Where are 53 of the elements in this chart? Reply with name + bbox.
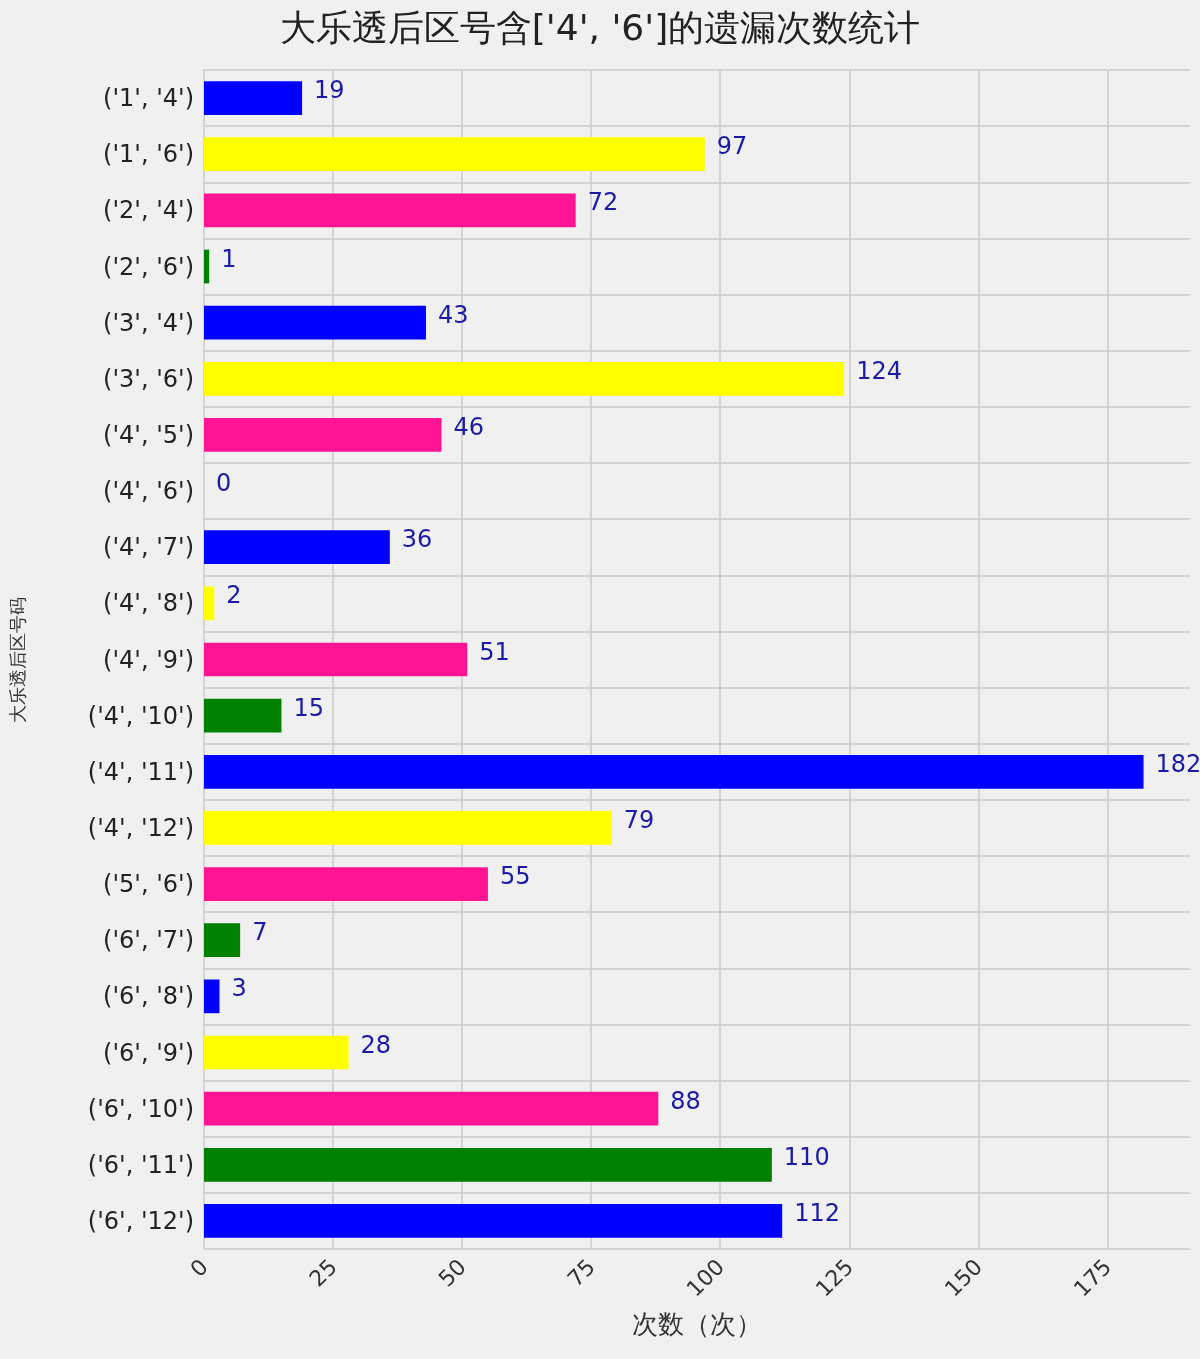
data-label: 15 <box>293 693 324 722</box>
data-label: 43 <box>437 300 469 329</box>
data-label: 112 <box>794 1198 840 1227</box>
data-label: 7 <box>252 918 268 947</box>
data-label: 97 <box>716 132 748 161</box>
x-tick-label: 125 <box>810 1254 859 1302</box>
y-tick-label: ('4', '8') <box>103 589 194 618</box>
x-tick-label: 50 <box>433 1254 471 1292</box>
y-tick-label: ('1', '6') <box>103 140 194 169</box>
y-tick-label: ('2', '4') <box>103 196 194 225</box>
y-tick-label: ('4', '5') <box>103 420 194 449</box>
data-label: 182 <box>1155 749 1200 778</box>
data-label: 51 <box>479 637 510 666</box>
y-tick-label: ('4', '12') <box>87 813 194 842</box>
y-tick-label: ('6', '9') <box>103 1038 194 1067</box>
x-tick-label: 75 <box>562 1254 601 1292</box>
data-label: 124 <box>856 356 902 385</box>
data-label: 28 <box>360 1030 392 1059</box>
chart-title: 大乐透后区号含['4', '6']的遗漏次数统计 <box>279 6 921 48</box>
y-tick-label: ('4', '10') <box>87 701 194 730</box>
data-label: 110 <box>783 1142 830 1171</box>
y-tick-label: ('2', '6') <box>103 252 194 281</box>
y-tick-label: ('5', '6') <box>103 870 194 899</box>
data-label: 19 <box>314 76 345 105</box>
data-label: 88 <box>670 1086 701 1115</box>
data-label: 79 <box>623 805 655 834</box>
data-label: 46 <box>453 412 485 441</box>
y-tick-label: ('3', '4') <box>103 308 194 337</box>
data-label: 36 <box>401 525 433 554</box>
x-tick-label: 100 <box>681 1254 730 1302</box>
data-label: 72 <box>587 188 619 217</box>
x-tick-label: 150 <box>939 1254 988 1302</box>
y-tick-label: ('4', '9') <box>103 645 194 674</box>
y-tick-label: ('6', '11') <box>87 1150 194 1179</box>
x-axis-title: 次数（次） <box>632 1309 762 1339</box>
x-tick-label: 0 <box>185 1254 213 1282</box>
y-tick-label: ('6', '7') <box>103 926 194 955</box>
data-label: 55 <box>499 862 531 891</box>
data-label: 0 <box>216 469 232 498</box>
y-tick-label: ('4', '6') <box>103 477 194 506</box>
y-axis-title: 大乐透后区号码 <box>6 596 28 723</box>
y-tick-label: ('1', '4') <box>103 84 194 113</box>
data-label: 3 <box>231 974 247 1003</box>
y-tick-label: ('6', '12') <box>87 1206 194 1235</box>
y-tick-label: ('6', '10') <box>87 1094 194 1123</box>
x-tick-label: 25 <box>304 1254 342 1292</box>
data-label: 2 <box>226 581 242 610</box>
y-tick-label: ('3', '6') <box>103 364 194 393</box>
y-tick-label: ('4', '7') <box>103 533 194 562</box>
y-tick-label: ('4', '11') <box>87 757 194 786</box>
x-tick-label: 175 <box>1068 1254 1117 1302</box>
y-tick-label: ('6', '8') <box>103 982 194 1011</box>
data-label: 1 <box>221 244 237 273</box>
